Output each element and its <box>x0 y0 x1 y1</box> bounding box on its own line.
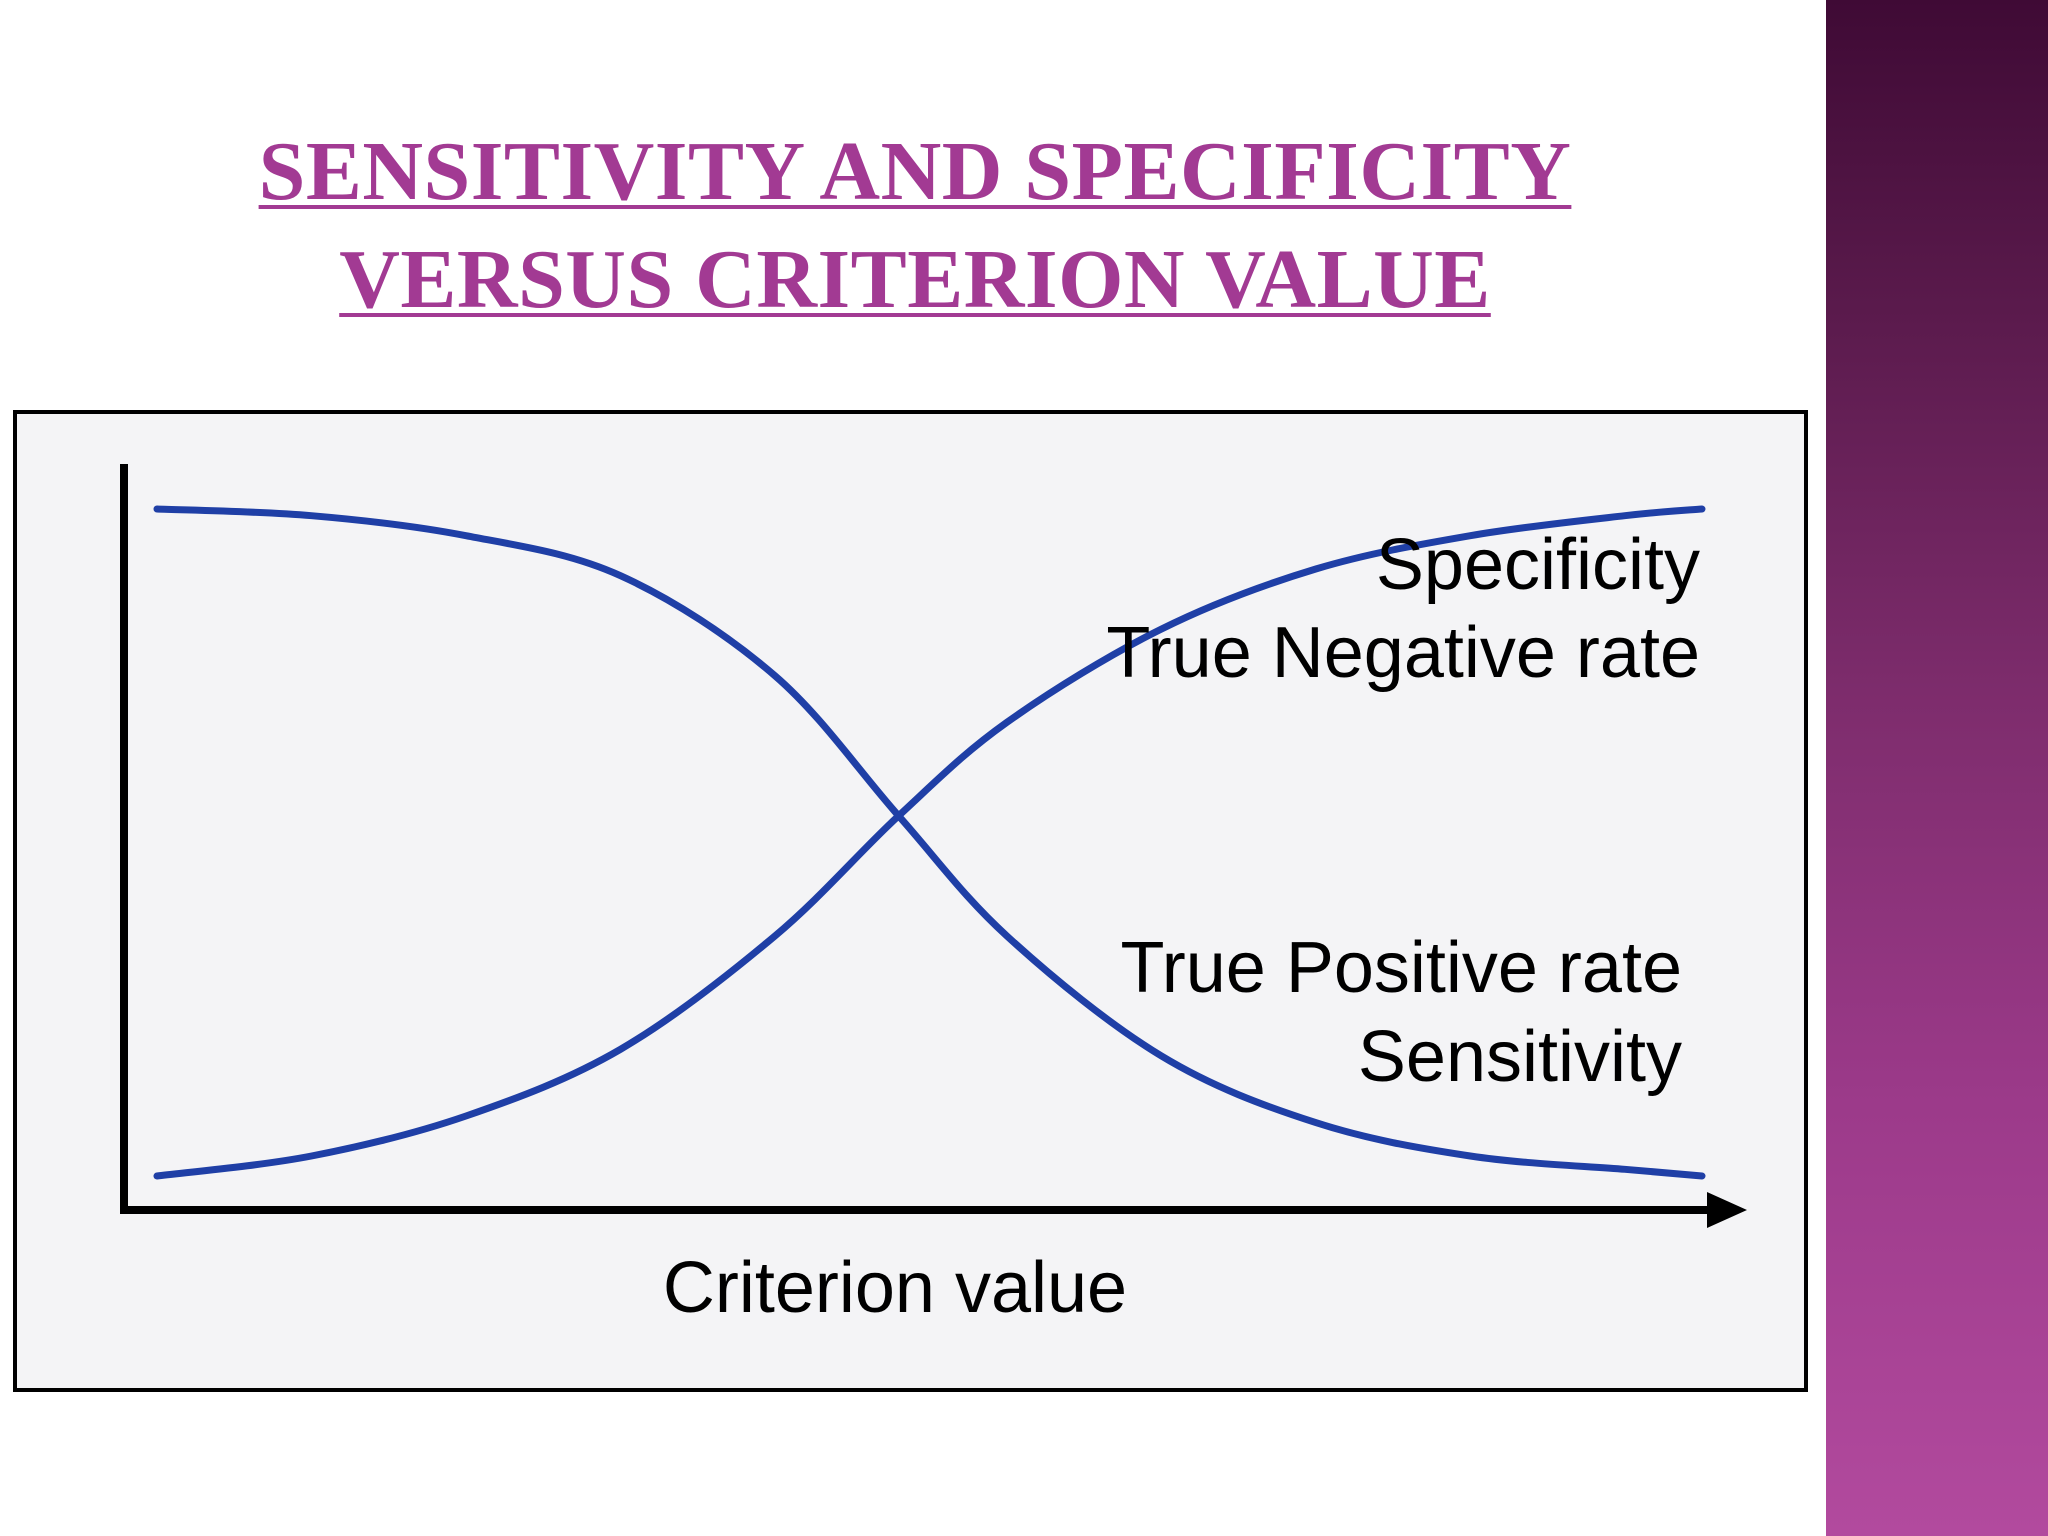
specificity-curve <box>153 505 1706 1180</box>
sensitivity-curve <box>153 505 1706 1180</box>
x-axis-arrowhead-icon <box>1707 1192 1747 1228</box>
sensitivity-label-line2: Sensitivity <box>1358 1017 1682 1097</box>
title-line-1: SENSITIVITY AND SPECIFICITY <box>258 125 1572 218</box>
decorative-sidebar <box>1826 0 2048 1536</box>
chart-frame: Specificity True Negative rate True Posi… <box>13 410 1808 1392</box>
specificity-label-line2: True Negative rate <box>1106 613 1700 693</box>
chart-canvas: Specificity True Negative rate True Posi… <box>120 464 1747 1328</box>
slide-title: SENSITIVITY AND SPECIFICITY VERSUS CRITE… <box>120 118 1710 334</box>
specificity-label-line1: Specificity <box>1376 525 1700 605</box>
title-line-2: VERSUS CRITERION VALUE <box>339 233 1491 326</box>
sensitivity-label-line1: True Positive rate <box>1120 928 1682 1008</box>
x-axis-label: Criterion value <box>663 1248 1127 1328</box>
